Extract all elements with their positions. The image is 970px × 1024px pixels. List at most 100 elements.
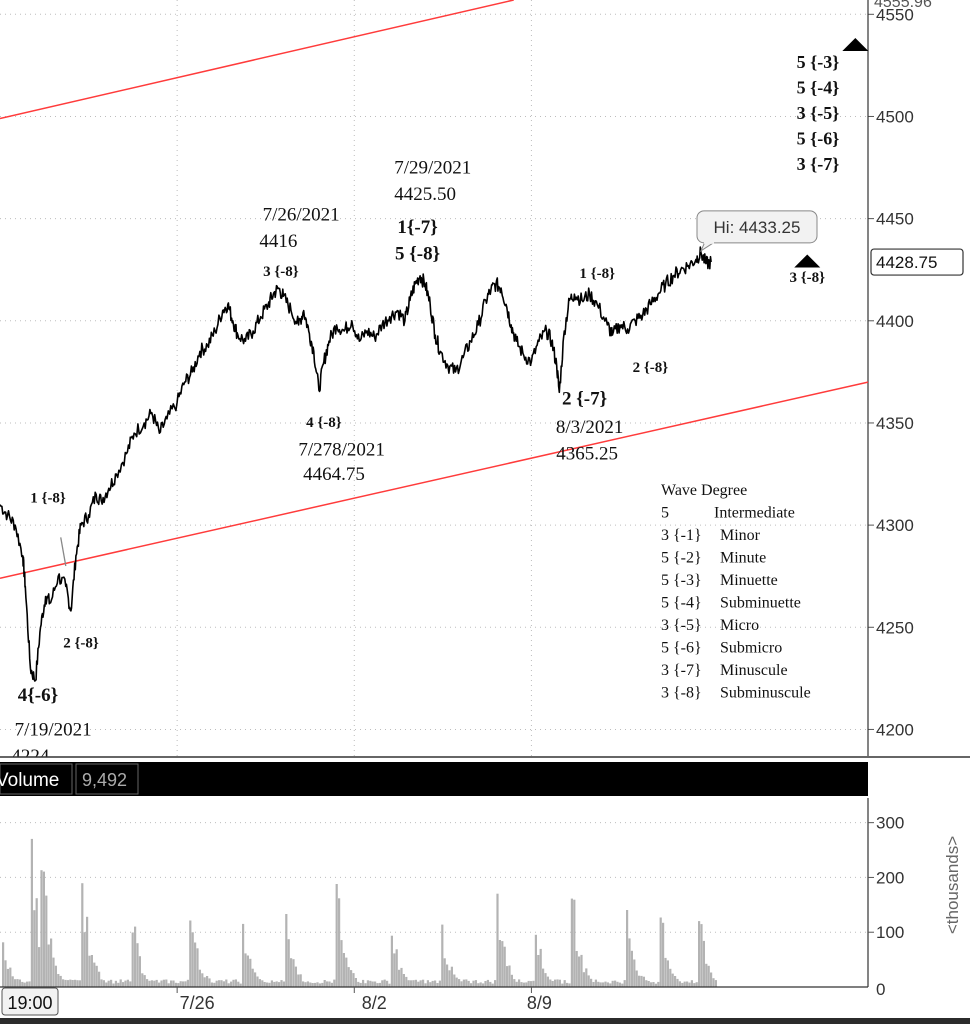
volume-bar [510,974,513,987]
volume-bar [470,983,473,987]
volume-bar [246,955,249,987]
volume-bar [422,979,425,987]
legend-name: Minuette [720,572,778,589]
time-tick-label: 8/9 [527,993,552,1013]
volume-bar [674,976,677,987]
volume-bar [52,957,55,987]
volume-bar [659,917,662,987]
volume-bar [472,980,475,987]
volume-bar [642,976,645,987]
volume-bar [489,981,492,987]
price-tick-label: 4450 [876,210,914,229]
volume-bar [88,955,91,987]
volume-bar [438,980,441,987]
volume-bar [484,981,487,987]
volume-bar [690,980,693,987]
volume-bar [424,983,427,987]
volume-bar [244,953,247,987]
volume-bar [436,983,439,987]
volume-bar [174,982,177,987]
price-top-label: 4555.96 [874,0,932,11]
volume-bar [388,983,391,987]
volume-bar [268,982,271,987]
time-tick-label: 8/2 [362,993,387,1013]
volume-bar [506,966,509,987]
volume-bar [453,974,456,987]
volume-bar [414,979,417,987]
volume-bar [306,981,309,987]
volume-bar [354,978,357,987]
volume-bar [671,973,674,987]
up-arrow-icon [794,254,821,268]
price-tick-label: 4350 [876,414,914,433]
wave-stack-label: 3 {-7} [797,154,840,174]
volume-bar [549,979,552,987]
volume-bar [662,922,665,987]
volume-bar [508,965,511,987]
volume-bar [165,979,168,987]
volume-bar [316,982,319,987]
price-tick-label: 4400 [876,312,914,331]
volume-bar [381,980,384,987]
volume-bar [563,980,566,987]
volume-bar [124,980,127,987]
volume-bar [222,981,225,987]
wave-annotation: 2 {-8} [63,636,99,652]
volume-bar [698,921,701,987]
legend-name: Micro [720,617,759,634]
price-tick-label: 4550 [876,5,914,24]
volume-bar [186,979,189,987]
volume-bar [578,956,581,987]
volume-bar [201,973,204,987]
volume-bar [143,975,146,987]
volume-bar [234,979,237,987]
volume-bar [16,979,19,987]
volume-bar [393,953,396,987]
volume-bar [237,981,240,987]
volume-bar [376,983,379,987]
time-tick-label: 19:00 [7,993,52,1013]
volume-tick-label: 300 [876,814,904,833]
volume-bar [544,973,547,987]
volume-bars [2,838,717,987]
volume-bar [669,968,672,987]
volume-bar [102,980,105,987]
legend-name: Subminuette [720,595,801,612]
volume-bar [83,932,86,987]
volume-bar [191,932,194,987]
legend-code: 5 {-2} [661,550,702,567]
volume-bar [42,871,45,987]
volume-bar [297,974,300,987]
volume-bar [390,935,393,987]
volume-bar [614,980,617,987]
volume-bar [263,982,266,987]
volume-bar [21,981,24,987]
panel-gap [0,757,970,762]
volume-bar [146,979,149,987]
volume-bar [551,981,554,987]
volume-bar [210,982,213,987]
volume-bar [554,979,557,987]
current-price-box [870,248,964,276]
up-arrow-icon [842,37,869,51]
volume-bar [338,898,341,987]
volume-bar [371,981,374,987]
volume-bar [242,923,245,987]
legend-code: 3 {-1} [661,527,702,544]
annotation-pointer [60,537,67,567]
volume-bar [486,979,489,987]
volume-bar [239,983,242,987]
volume-bar [299,974,302,987]
volume-bar [496,893,499,987]
volume-bar [542,968,545,987]
volume-bar [326,981,329,987]
volume-bar [98,971,101,987]
volume-bar [405,976,408,987]
volume-bar [33,910,36,987]
volume-bar [62,979,65,987]
price-panel [0,0,868,756]
price-axis-area [868,0,970,756]
volume-bar [198,969,201,987]
wave-annotation: 4{-6} [18,685,58,706]
